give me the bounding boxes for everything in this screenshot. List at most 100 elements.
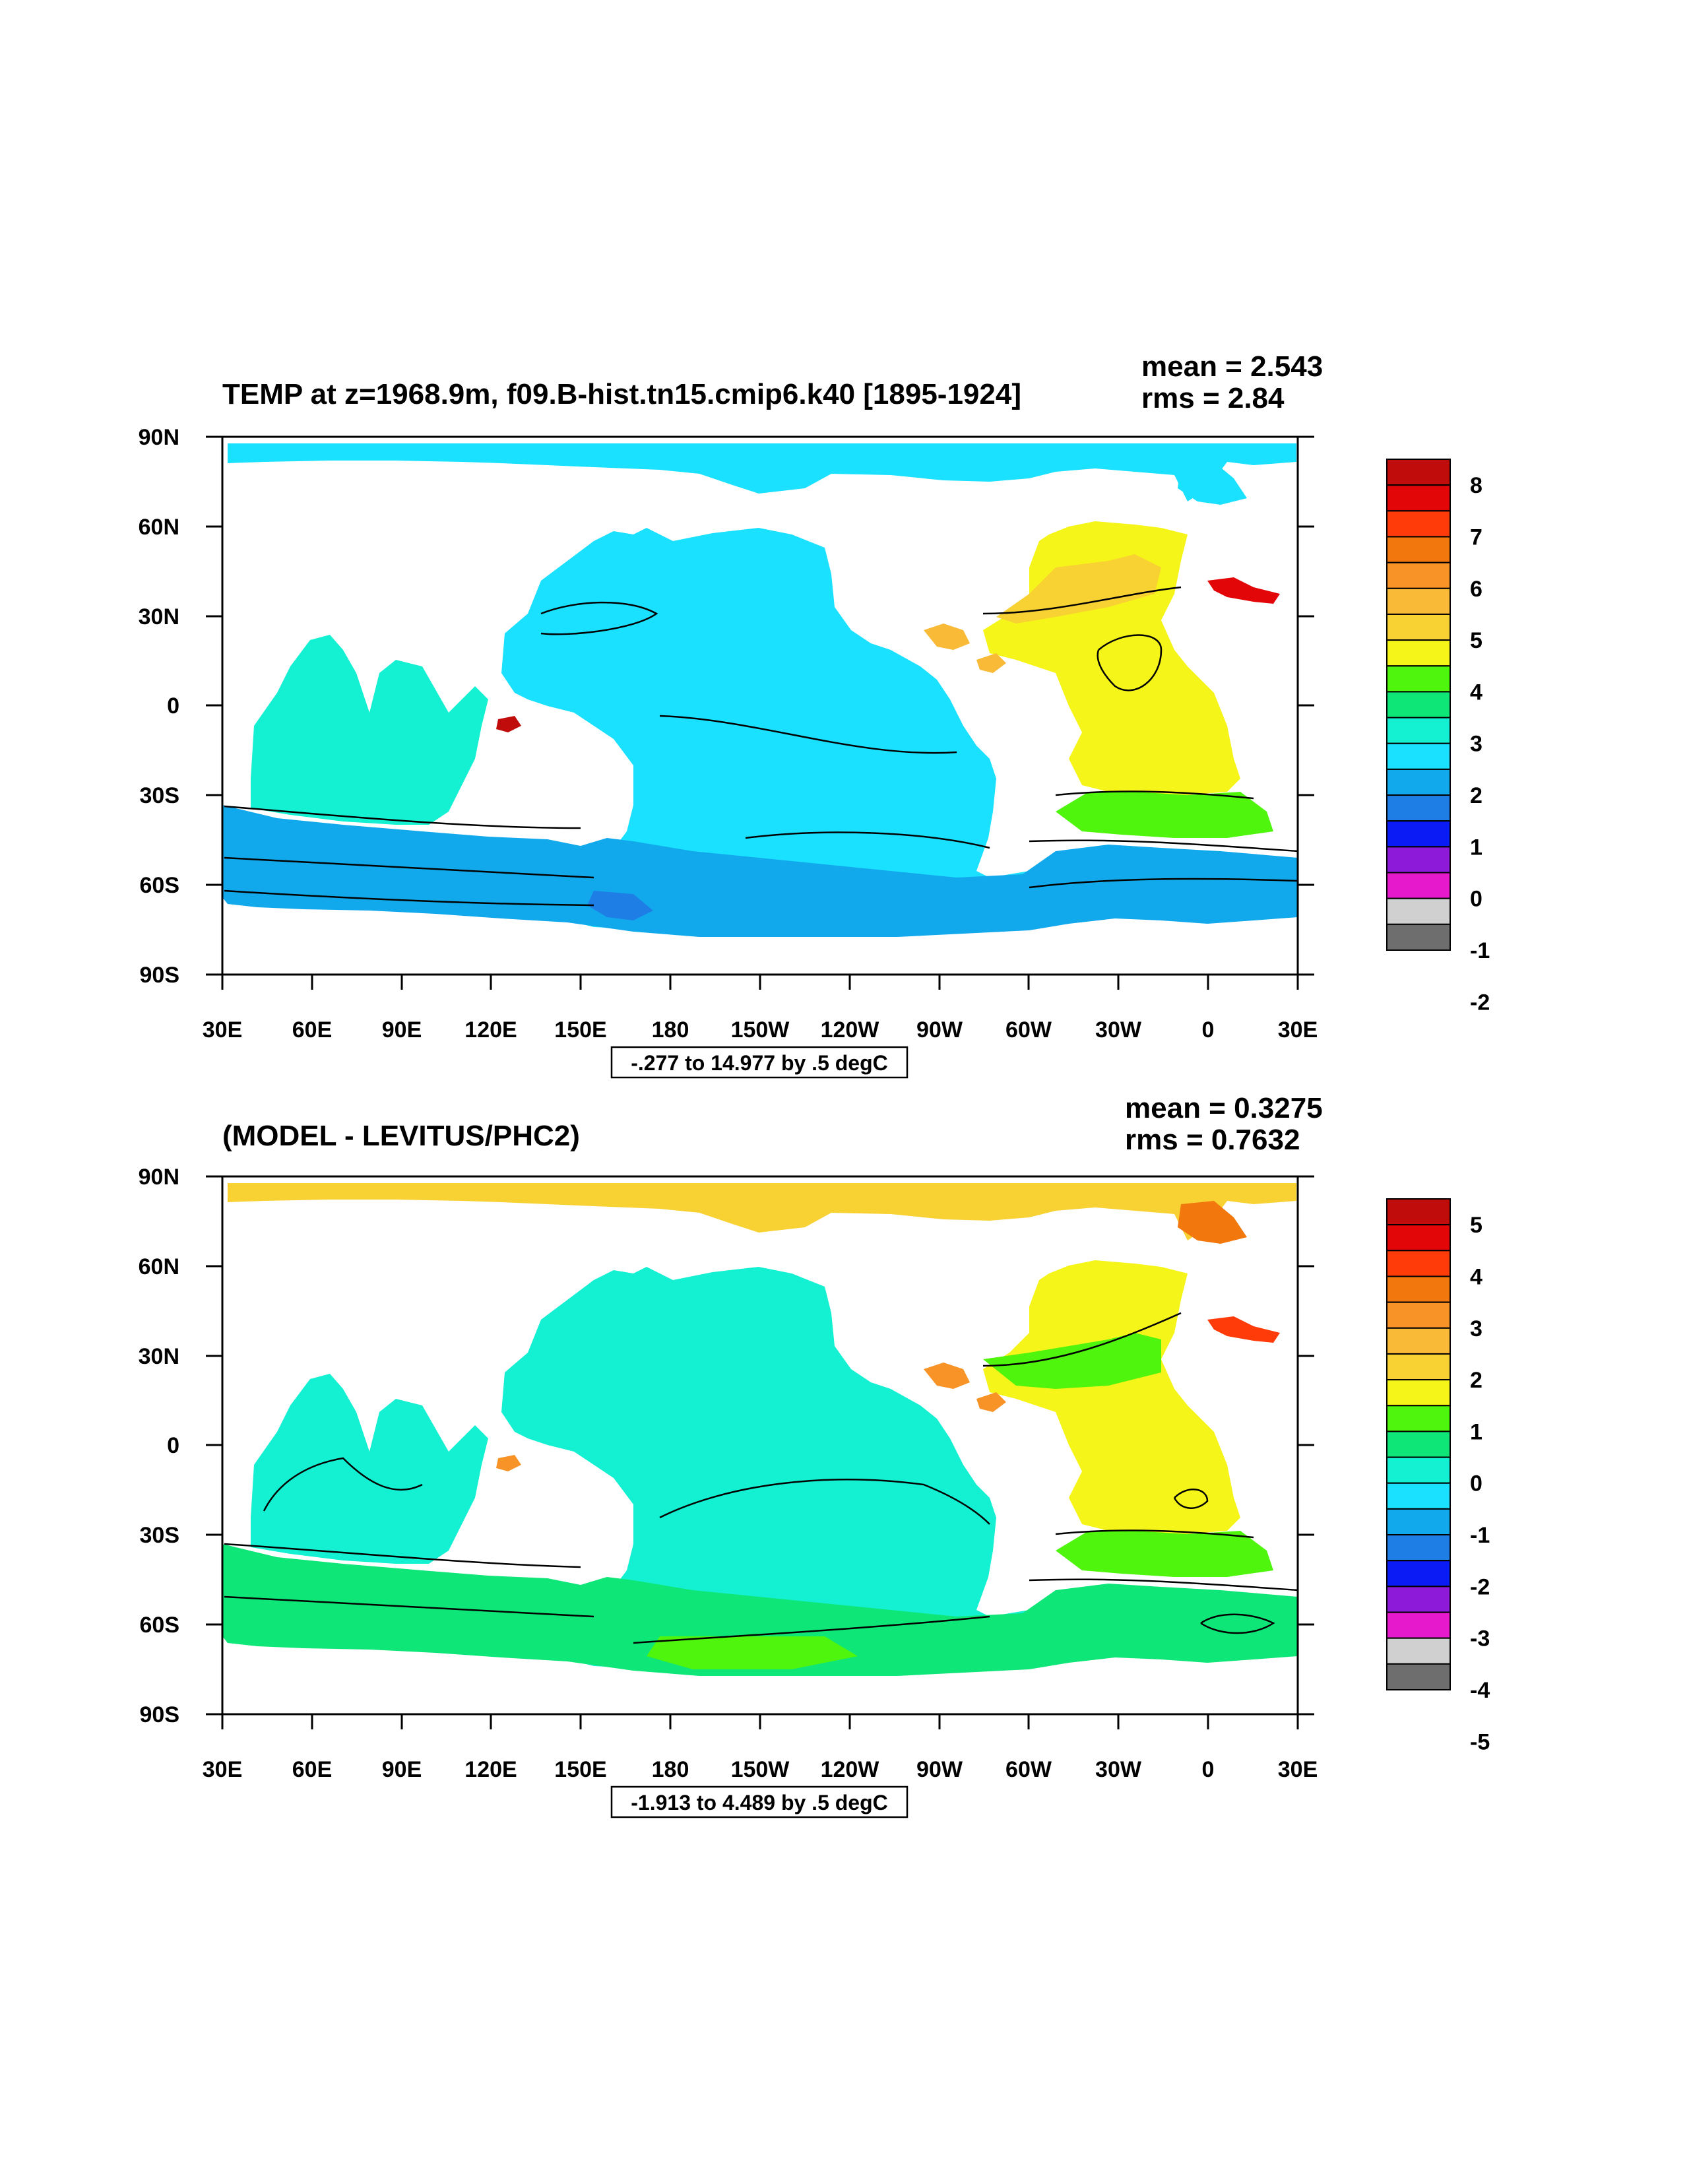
pacific-ocean [501, 1267, 1069, 1669]
colorbar-box [1386, 717, 1451, 744]
arctic-high-patch [1178, 462, 1247, 505]
contour-lines [224, 586, 1298, 907]
map-title: (MODEL - LEVITUS/PHC2) [222, 1120, 580, 1152]
colorbar-box [1386, 742, 1451, 770]
colorbar-label: 5 [1470, 628, 1482, 653]
ocean-field [222, 1183, 1298, 1676]
colorbar-box [1386, 1534, 1451, 1562]
lon-label: 90W [916, 1017, 963, 1043]
mean-stat: mean = 0.3275 [1125, 1092, 1323, 1124]
lon-label: 0 [1202, 1757, 1215, 1782]
colorbar-box [1386, 1586, 1451, 1613]
colorbar-label: -2 [1470, 1574, 1490, 1599]
lat-label: 90S [140, 1702, 180, 1727]
colorbar-box [1386, 1560, 1451, 1588]
colorbar-box [1386, 691, 1451, 719]
colorbar-label: -3 [1470, 1626, 1490, 1652]
colorbar-box [1386, 794, 1451, 822]
colorbar-box [1386, 1456, 1451, 1484]
colorbar-box [1386, 587, 1451, 615]
lat-label: 90N [139, 1165, 179, 1190]
north-atlantic-core [996, 554, 1161, 624]
colorbar: 5 4 3 2 1 0 -1 -2 -3 -4 -5 [1386, 1198, 1490, 1754]
south-atlantic-band [1056, 792, 1273, 838]
temperature-map-panel: TEMP at z=1968.9m, f09.B-hist.tn15.cmip6… [0, 0, 1689, 1089]
lat-label: 60N [139, 1254, 179, 1279]
lon-label: 150W [731, 1757, 790, 1782]
lat-label: 0 [167, 693, 179, 719]
lon-label: 180 [652, 1757, 689, 1782]
mean-stat: mean = 2.543 [1141, 350, 1323, 383]
colorbar-box [1386, 1250, 1451, 1277]
colorbar-box [1386, 1663, 1451, 1690]
lon-label: 150W [731, 1017, 790, 1043]
colorbar-box [1386, 459, 1451, 486]
colorbar-box [1386, 923, 1451, 951]
rms-stat: rms = 0.7632 [1125, 1124, 1300, 1156]
colorbar-box [1386, 897, 1451, 925]
colorbar-label: 0 [1470, 1471, 1482, 1496]
colorbar-box [1386, 639, 1451, 667]
lon-label: 90W [916, 1757, 963, 1782]
colorbar-label: 4 [1470, 680, 1482, 705]
lon-label: 0 [1202, 1017, 1215, 1043]
small-red-patch [496, 716, 521, 732]
lat-label: 0 [167, 1433, 179, 1458]
lon-label: 90E [382, 1757, 422, 1782]
colorbar-box [1386, 1611, 1451, 1639]
colorbar-label: 7 [1470, 525, 1482, 550]
lat-label: 60S [140, 1613, 180, 1638]
lon-label: 150E [554, 1757, 606, 1782]
small-red-patch [496, 1455, 521, 1471]
colorbar-box [1386, 846, 1451, 874]
south-atlantic-band [1056, 1531, 1273, 1577]
lat-label: 90S [140, 963, 180, 988]
colorbar-box [1386, 536, 1451, 563]
colorbar-box [1386, 1301, 1451, 1329]
colorbar-box [1386, 768, 1451, 796]
lon-labels: 30E 60E 90E 120E 150E 180 150W 120W 90W … [203, 1017, 1318, 1043]
lon-label: 60W [1005, 1017, 1052, 1043]
gulf-patch-2 [976, 653, 1006, 673]
arctic-ocean [228, 443, 1296, 501]
gulf-patch-2 [976, 1392, 1006, 1412]
lon-label: 30E [1278, 1757, 1318, 1782]
colorbar-label: 4 [1470, 1264, 1482, 1289]
lon-label: 120E [464, 1017, 517, 1043]
colorbar-box [1386, 1482, 1451, 1510]
lon-label: 30E [1278, 1017, 1318, 1043]
temperature-map-svg: TEMP at z=1968.9m, f09.B-hist.tn15.cmip6… [139, 350, 1490, 1079]
lon-label: 30E [203, 1017, 243, 1043]
colorbar-box [1386, 1327, 1451, 1355]
colorbar-box [1386, 562, 1451, 589]
southern-ocean [222, 1544, 1298, 1676]
arctic-ocean [228, 1183, 1296, 1240]
contour-range-text: -1.913 to 4.489 by .5 degC [631, 1791, 888, 1815]
colorbar-box [1386, 665, 1451, 693]
indian-ocean [251, 635, 488, 825]
lat-label: 30S [140, 1523, 180, 1548]
contour-range-box: -1.913 to 4.489 by .5 degC [610, 1785, 908, 1818]
contour-lines [224, 1312, 1298, 1644]
colorbar-box [1386, 1198, 1451, 1226]
colorbar-label: -1 [1470, 938, 1490, 963]
difference-map-svg: (MODEL - LEVITUS/PHC2) mean = 0.3275 rms… [139, 1092, 1490, 1818]
colorbar-box [1386, 820, 1451, 848]
lat-label: 60S [140, 873, 180, 898]
colorbar-box [1386, 1353, 1451, 1381]
map-title: TEMP at z=1968.9m, f09.B-hist.tn15.cmip6… [222, 378, 1021, 410]
colorbar-box [1386, 510, 1451, 538]
arctic-high-patch [1178, 1201, 1247, 1244]
lon-label: 60E [292, 1017, 333, 1043]
mediterranean [1207, 577, 1280, 604]
colorbar-box [1386, 484, 1451, 512]
colorbar-label: 8 [1470, 473, 1482, 498]
colorbar: 8 7 6 5 4 3 2 1 0 -1 -2 [1386, 459, 1490, 1015]
lon-label: 30W [1095, 1757, 1142, 1782]
colorbar-box [1386, 1275, 1451, 1303]
colorbar-label: 1 [1470, 1419, 1482, 1444]
southern-deep-patch [647, 1636, 858, 1669]
lat-label: 30N [139, 604, 179, 629]
colorbar-label: 5 [1470, 1213, 1482, 1238]
colorbar-box [1386, 1637, 1451, 1665]
